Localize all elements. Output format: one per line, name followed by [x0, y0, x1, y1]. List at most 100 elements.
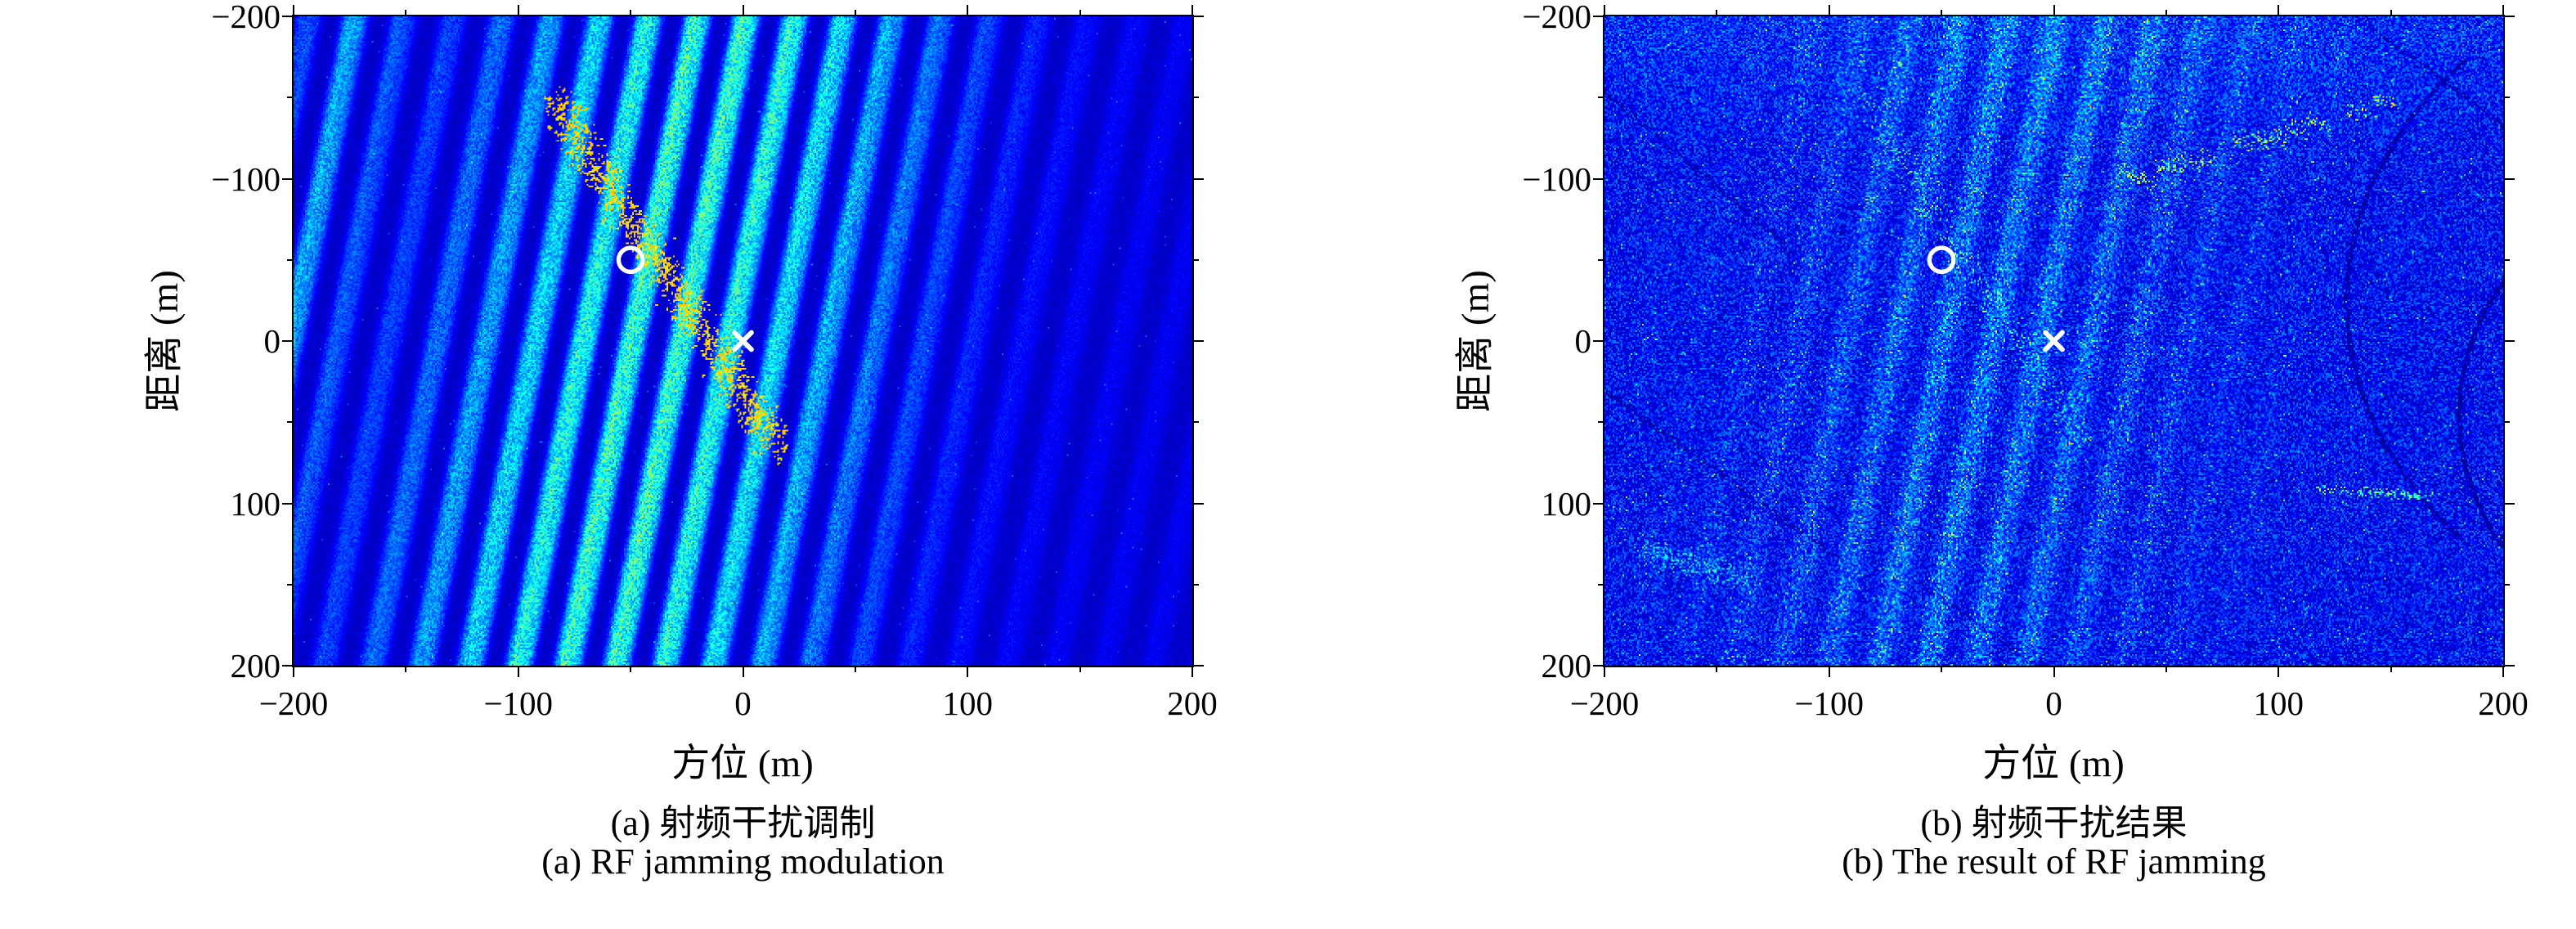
- tick-mark: [2390, 10, 2392, 16]
- tick-label: 0: [734, 684, 752, 722]
- tick-mark: [1593, 665, 1604, 666]
- tick-mark: [854, 666, 856, 672]
- sar-plot-a: [282, 5, 1204, 677]
- tick-mark: [282, 340, 294, 342]
- tick-mark: [1593, 16, 1604, 17]
- tick-mark: [2503, 16, 2515, 17]
- tick-mark: [2503, 583, 2510, 586]
- tick-mark: [2502, 5, 2504, 16]
- tick-mark: [742, 666, 744, 677]
- tick-label: 100: [230, 484, 281, 523]
- sar-plot-b: [1593, 5, 2515, 677]
- tick-mark: [293, 666, 294, 677]
- tick-mark: [1079, 10, 1081, 16]
- tick-label: −200: [1522, 0, 1591, 35]
- tick-mark: [282, 502, 294, 505]
- tick-mark: [1192, 258, 1199, 261]
- tick-mark: [1716, 666, 1718, 672]
- tick-mark: [2503, 177, 2515, 180]
- tick-mark: [1598, 583, 1604, 586]
- tick-label: 0: [2045, 684, 2062, 722]
- tick-mark: [2165, 666, 2167, 672]
- tick-mark: [517, 5, 519, 16]
- tick-mark: [2503, 96, 2510, 99]
- circle-marker: [616, 245, 645, 275]
- tick-mark: [282, 177, 294, 180]
- tick-label: −200: [211, 0, 280, 35]
- tick-mark: [854, 10, 856, 16]
- tick-mark: [1941, 10, 1943, 16]
- tick-mark: [1941, 666, 1943, 672]
- tick-mark: [742, 5, 744, 16]
- caption-english-a: (a) RF jamming modulation: [541, 841, 945, 882]
- tick-label: 100: [942, 684, 994, 722]
- tick-label: 200: [230, 647, 281, 684]
- tick-mark: [630, 10, 632, 16]
- tick-mark: [1828, 5, 1830, 16]
- tick-mark: [1192, 421, 1199, 424]
- tick-label: 0: [1574, 322, 1592, 360]
- tick-mark: [1593, 502, 1604, 505]
- tick-mark: [1192, 5, 1193, 16]
- tick-mark: [1716, 10, 1718, 16]
- tick-mark: [1192, 16, 1204, 17]
- marker-overlay-a: [616, 245, 754, 352]
- tick-mark: [1598, 421, 1604, 424]
- tick-mark: [2503, 502, 2515, 505]
- tick-label: 200: [1541, 647, 1592, 684]
- tick-mark: [287, 421, 294, 424]
- tick-mark: [967, 5, 969, 16]
- tick-mark: [405, 10, 407, 16]
- caption-chinese-a: (a) 射频干扰调制: [610, 803, 876, 843]
- marker-overlay-b: [1927, 245, 2065, 352]
- tick-mark: [1598, 258, 1604, 261]
- tick-mark: [1192, 340, 1204, 342]
- tick-mark: [1593, 340, 1604, 342]
- tick-label: −200: [1569, 684, 1640, 722]
- tick-mark: [2053, 5, 2055, 16]
- tick-mark: [1192, 96, 1199, 99]
- tick-mark: [2503, 665, 2515, 666]
- tick-label: −100: [211, 159, 280, 198]
- cross-marker: [2043, 330, 2065, 352]
- tick-mark: [293, 5, 294, 16]
- tick-mark: [517, 666, 519, 677]
- tick-mark: [1192, 502, 1204, 505]
- circle-marker: [1927, 245, 1956, 275]
- tick-mark: [2278, 5, 2280, 16]
- tick-label: 100: [2253, 684, 2304, 722]
- tick-mark: [1079, 666, 1081, 672]
- x-axis-label-b: 方位 (m): [1982, 743, 2125, 785]
- tick-mark: [1192, 666, 1193, 677]
- tick-mark: [1604, 666, 1605, 677]
- tick-mark: [2502, 666, 2504, 677]
- tick-mark: [1192, 583, 1199, 586]
- caption-chinese-b: (b) 射频干扰结果: [1920, 803, 2188, 843]
- tick-mark: [287, 258, 294, 261]
- x-axis-label-a: 方位 (m): [671, 743, 814, 785]
- tick-mark: [2503, 340, 2515, 342]
- caption-english-b: (b) The result of RF jamming: [1842, 841, 2266, 882]
- tick-mark: [1828, 666, 1830, 677]
- tick-label: 200: [2478, 684, 2529, 722]
- tick-mark: [287, 583, 294, 586]
- tick-label: 0: [263, 322, 281, 360]
- tick-label: 100: [1541, 484, 1592, 523]
- tick-mark: [630, 666, 632, 672]
- tick-mark: [282, 665, 294, 666]
- tick-mark: [1598, 96, 1604, 99]
- tick-mark: [2278, 666, 2280, 677]
- tick-label: −100: [483, 684, 554, 722]
- tick-mark: [2390, 666, 2392, 672]
- tick-mark: [1604, 5, 1605, 16]
- tick-label: −100: [1522, 159, 1591, 198]
- tick-label: −200: [258, 684, 329, 722]
- tick-mark: [1192, 665, 1204, 666]
- tick-mark: [282, 16, 294, 17]
- tick-label: 200: [1167, 684, 1218, 722]
- tick-mark: [405, 666, 407, 672]
- tick-mark: [2503, 421, 2510, 424]
- tick-label: −100: [1794, 684, 1865, 722]
- tick-mark: [2053, 666, 2055, 677]
